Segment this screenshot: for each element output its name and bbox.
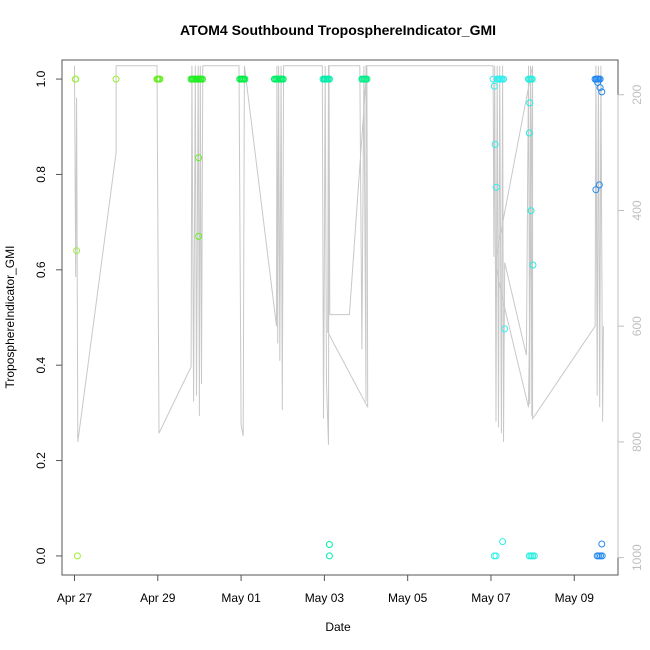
data-point — [526, 99, 534, 107]
data-point — [499, 538, 507, 546]
data-point — [325, 541, 333, 548]
data-point — [241, 75, 249, 83]
data-point — [492, 552, 500, 560]
data-point — [529, 261, 537, 269]
right-tick-label: 800 — [630, 432, 644, 452]
x-axis: Apr 27 Apr 29 May 01 May 03 May 05 May 07 May … — [57, 574, 595, 605]
data-point — [500, 75, 507, 83]
y-tick-label: 0.2 — [34, 452, 48, 469]
x-tick-label: May 05 — [388, 591, 428, 605]
y-axis: 0.0 0.2 0.4 0.6 0.8 1.0 — [34, 70, 63, 564]
data-points — [71, 75, 606, 560]
data-point — [72, 75, 80, 83]
data-point — [112, 75, 120, 83]
chart-title: ATOM4 Southbound TroposphereIndicator_GM… — [180, 22, 496, 38]
right-tick-label: 200 — [630, 84, 644, 104]
x-tick-label: May 01 — [221, 591, 261, 605]
y-tick-label: 0.4 — [34, 357, 48, 374]
data-point — [195, 154, 203, 162]
pressure-track — [74, 65, 604, 445]
x-tick-label: May 09 — [555, 591, 595, 605]
data-point — [595, 181, 603, 189]
y-tick-label: 0.6 — [34, 261, 48, 278]
data-point — [592, 186, 600, 194]
data-point — [363, 75, 371, 83]
right-tick-label: 400 — [630, 200, 644, 220]
x-tick-label: May 07 — [471, 591, 511, 605]
data-point — [195, 232, 203, 240]
data-point — [198, 75, 206, 83]
data-point — [325, 552, 333, 560]
data-point — [73, 247, 81, 255]
x-axis-label: Date — [325, 620, 351, 634]
y-tick-label: 0.0 — [34, 547, 48, 564]
x-tick-label: May 03 — [305, 591, 345, 605]
plot-frame — [61, 59, 619, 576]
data-point — [325, 75, 333, 83]
data-point — [490, 82, 498, 90]
y-tick-label: 1.0 — [34, 70, 48, 87]
data-point — [489, 75, 497, 83]
data-point — [525, 129, 533, 137]
data-point — [528, 75, 536, 83]
x-tick-label: Apr 29 — [140, 591, 176, 605]
right-tick-label: 1000 — [630, 544, 644, 571]
data-point — [598, 552, 606, 560]
x-tick-label: Apr 27 — [57, 591, 93, 605]
data-point — [491, 140, 499, 148]
data-point — [598, 88, 606, 96]
right-tick-label: 600 — [630, 316, 644, 336]
data-point — [492, 183, 500, 191]
pressure-line — [74, 65, 604, 445]
data-point — [501, 325, 509, 333]
y-tick-label: 0.8 — [34, 166, 48, 183]
data-point — [156, 75, 164, 83]
y-axis-label: TroposphereIndicator_GMI — [3, 246, 17, 389]
data-point — [527, 207, 535, 215]
data-point — [279, 75, 287, 83]
data-point — [530, 552, 538, 560]
right-axis: 200 400 600 800 1000 — [617, 84, 644, 571]
data-point — [73, 552, 81, 560]
data-point — [596, 84, 604, 92]
data-point — [598, 540, 606, 548]
